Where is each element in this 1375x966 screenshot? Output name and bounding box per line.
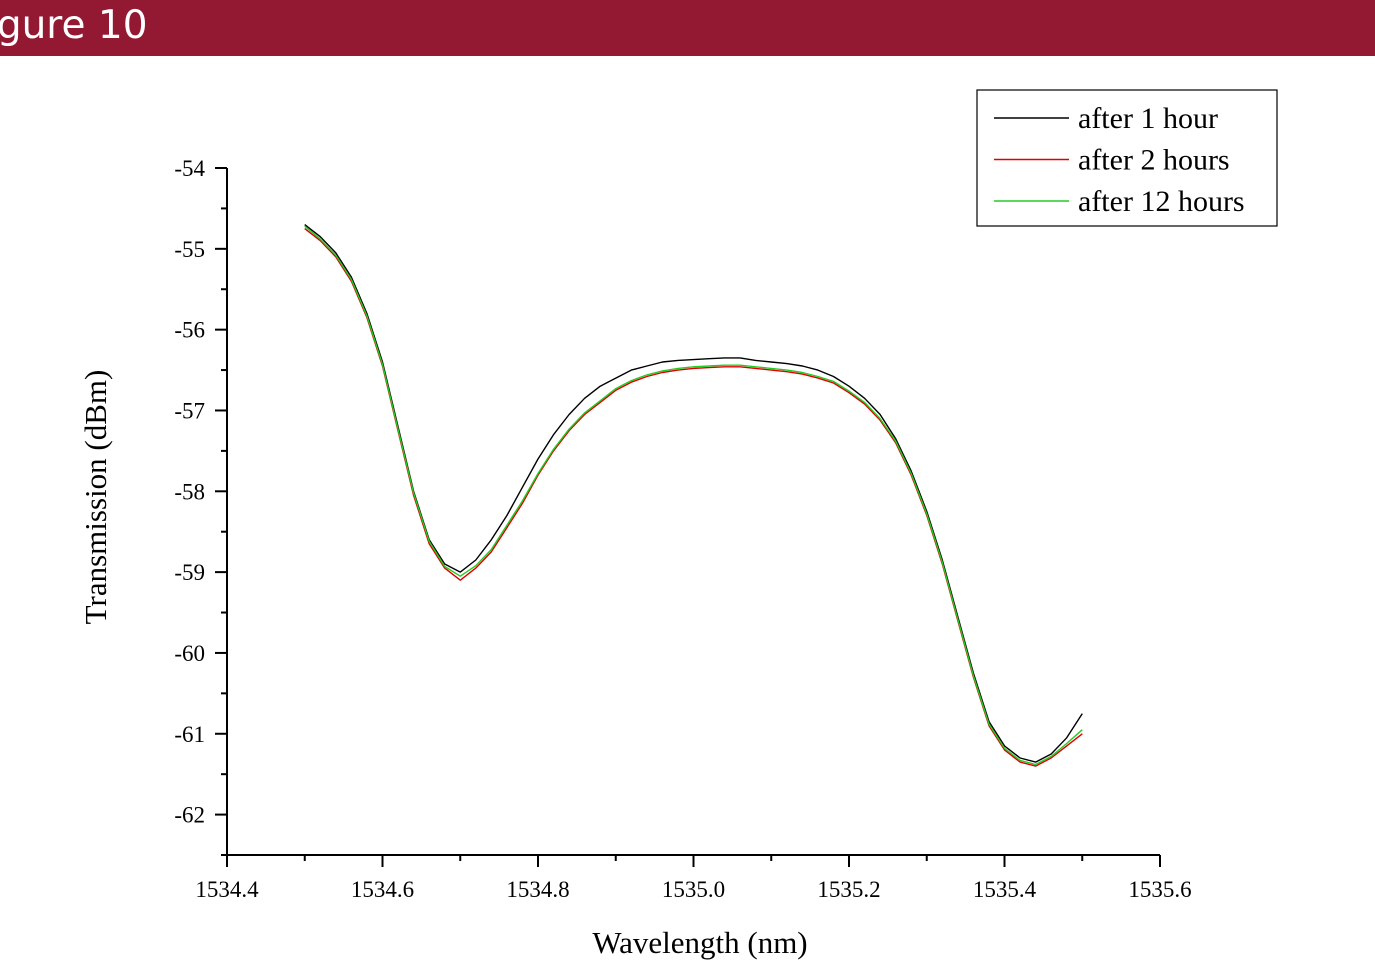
y-tick-label: -61 (174, 722, 205, 747)
y-tick-label: -59 (174, 560, 205, 585)
axes (226, 168, 1160, 856)
y-tick-label: -62 (174, 803, 205, 828)
legend-frame (976, 89, 1278, 227)
legend-label-after-2-hours: after 2 hours (1078, 144, 1230, 177)
y-tick-label: -57 (174, 398, 205, 423)
y-tick-label: -54 (174, 156, 205, 181)
series-line-after-1-hour (304, 224, 1083, 763)
y-tick-label: -58 (174, 479, 205, 504)
x-axis-ticks: 1534.4 1534.6 1534.8 1535.0 1535.2 1535.4 1535… (195, 855, 1192, 902)
x-tick-label: 1534.8 (506, 877, 569, 902)
title-banner: igure 10 (0, 0, 1375, 56)
y-axis-title: Transmission (dBm) (78, 370, 113, 625)
y-tick-label: -55 (174, 237, 205, 262)
legend-label-after-12-hours: after 12 hours (1078, 185, 1245, 218)
figure-title: igure 10 (0, 3, 148, 48)
y-tick-label: -56 (174, 318, 205, 343)
y-tick-label: -60 (174, 641, 205, 666)
x-tick-label: 1535.4 (973, 877, 1037, 902)
series-line-after-12-hours (304, 225, 1083, 766)
x-tick-label: 1534.6 (351, 877, 414, 902)
series-line-after-2-hours (304, 228, 1083, 767)
series-layer (304, 224, 1083, 767)
x-tick-label: 1535.2 (817, 877, 880, 902)
x-axis-title: Wavelength (nm) (592, 925, 807, 960)
legend: after 1 hour after 2 hours after 12 hours (976, 89, 1278, 227)
y-axis-ticks: -54 -55 -56 -57 -58 -59 -60 -61 -62 (174, 156, 227, 856)
x-tick-label: 1535.0 (662, 877, 725, 902)
legend-label-after-1-hour: after 1 hour (1078, 102, 1218, 135)
x-tick-label: 1535.6 (1128, 877, 1191, 902)
x-tick-label: 1534.4 (195, 877, 259, 902)
